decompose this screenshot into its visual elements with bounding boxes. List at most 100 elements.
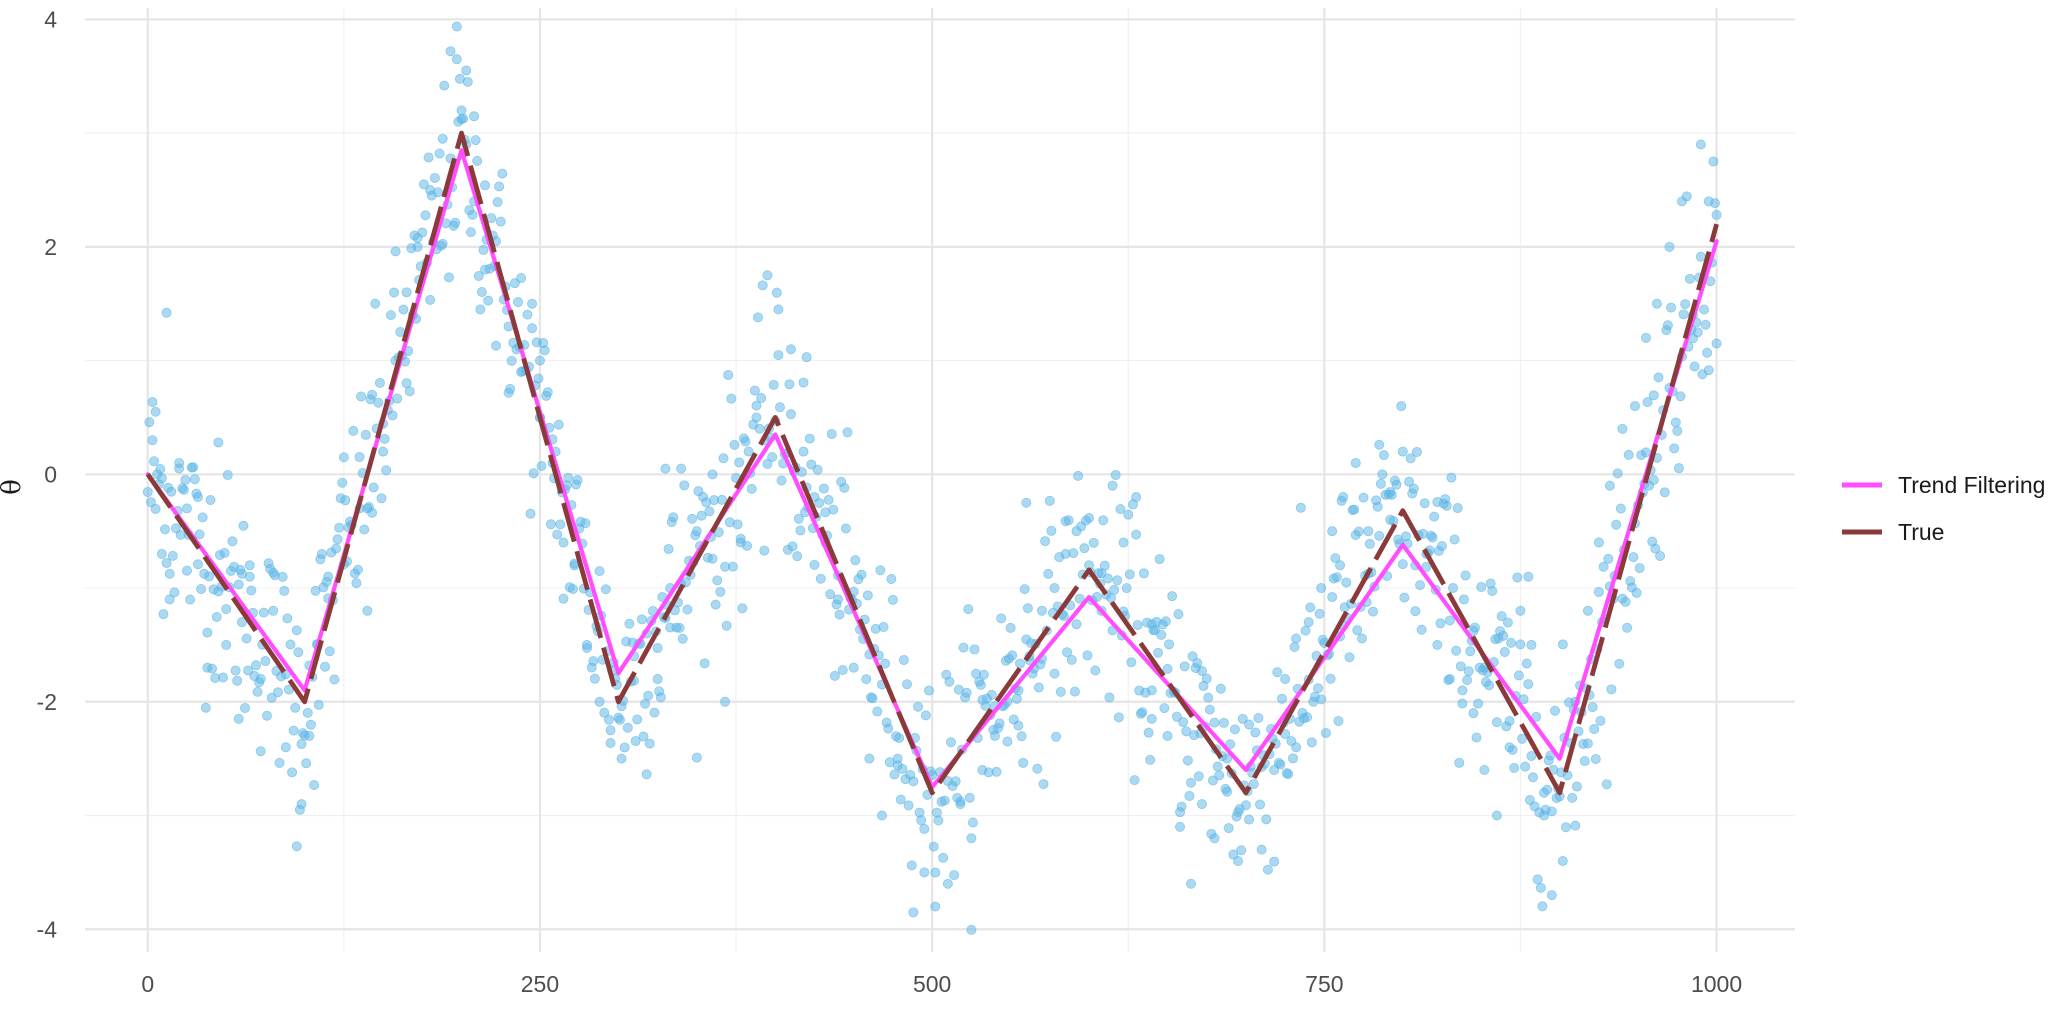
scatter-point bbox=[144, 417, 155, 428]
scatter-point bbox=[1204, 704, 1215, 715]
scatter-point bbox=[809, 559, 820, 570]
scatter-point bbox=[279, 585, 290, 596]
scatter-point bbox=[202, 662, 213, 673]
scatter-point bbox=[1546, 890, 1557, 901]
scatter-point bbox=[594, 696, 605, 707]
scatter-point bbox=[1255, 799, 1266, 810]
y-tick-label: -4 bbox=[37, 916, 58, 942]
scatter-point bbox=[676, 463, 687, 474]
scatter-point bbox=[1446, 472, 1457, 483]
scatter-point bbox=[1419, 498, 1430, 509]
scatter-point bbox=[329, 674, 340, 685]
scatter-point bbox=[1699, 304, 1710, 315]
legend: Trend Filtering True bbox=[1842, 472, 2045, 545]
scatter-point bbox=[291, 841, 302, 852]
scatter-point bbox=[804, 433, 815, 444]
scatter-point bbox=[977, 765, 988, 776]
scatter-point bbox=[381, 465, 392, 476]
scatter-point bbox=[1606, 684, 1617, 695]
scatter-point bbox=[715, 586, 726, 597]
scatter-point bbox=[785, 409, 796, 420]
scatter-point bbox=[1623, 449, 1634, 460]
scatter-point bbox=[233, 713, 244, 724]
scatter-point bbox=[1099, 560, 1110, 571]
scatter-point bbox=[1415, 580, 1426, 591]
scatter-point bbox=[1640, 447, 1651, 458]
scatter-point bbox=[461, 65, 472, 76]
scatter-point bbox=[149, 456, 160, 467]
scatter-point bbox=[491, 340, 502, 351]
scatter-point bbox=[707, 469, 718, 480]
scatter-point bbox=[883, 723, 894, 734]
scatter-point bbox=[1557, 856, 1568, 867]
scatter-point bbox=[572, 474, 583, 485]
scatter-point bbox=[969, 644, 980, 655]
scatter-point bbox=[443, 272, 454, 283]
scatter-point bbox=[1043, 568, 1054, 579]
scatter-point bbox=[975, 679, 986, 690]
scatter-point bbox=[1611, 519, 1622, 530]
scatter-point bbox=[351, 578, 362, 589]
scatter-point bbox=[252, 686, 263, 697]
scatter-point bbox=[734, 457, 745, 468]
scatter-point bbox=[1458, 594, 1469, 605]
scatter-point bbox=[1589, 724, 1600, 735]
scatter-point bbox=[374, 377, 385, 388]
scatter-point bbox=[1090, 665, 1101, 676]
scatter-point bbox=[181, 565, 192, 576]
scatter-point bbox=[1018, 757, 1029, 768]
scatter-point bbox=[222, 470, 233, 481]
scatter-point bbox=[167, 550, 178, 561]
scatter-point bbox=[469, 111, 480, 122]
scatter-point bbox=[1595, 715, 1606, 726]
scatter-point bbox=[287, 767, 298, 778]
scatter-point bbox=[880, 658, 891, 669]
scatter-point bbox=[594, 566, 605, 577]
scatter-point bbox=[467, 209, 478, 220]
scatter-point bbox=[213, 437, 224, 448]
scatter-point bbox=[506, 355, 517, 366]
scatter-point bbox=[1372, 501, 1383, 512]
scatter-point bbox=[1612, 468, 1623, 479]
scatter-point bbox=[1498, 630, 1509, 641]
scatter-point bbox=[812, 464, 823, 475]
scatter-point bbox=[961, 687, 972, 698]
scatter-point bbox=[1184, 790, 1195, 801]
scatter-point bbox=[238, 520, 249, 531]
scatter-point bbox=[1109, 584, 1120, 595]
scatter-point bbox=[1107, 480, 1118, 491]
scatter-point bbox=[1444, 674, 1455, 685]
scatter-point bbox=[1013, 720, 1024, 731]
scatter-point bbox=[1302, 712, 1313, 723]
scatter-point bbox=[1546, 806, 1557, 817]
scatter-point bbox=[1582, 605, 1593, 616]
scatter-point bbox=[512, 297, 523, 308]
scatter-point bbox=[1367, 606, 1378, 617]
scatter-point bbox=[1675, 391, 1686, 402]
scatter-point bbox=[815, 573, 826, 584]
scatter-point bbox=[721, 620, 732, 631]
scatter-point bbox=[266, 692, 277, 703]
scatter-point bbox=[166, 486, 177, 497]
scatter-point bbox=[1192, 658, 1203, 669]
scatter-point bbox=[158, 609, 169, 620]
scatter-point bbox=[1173, 609, 1184, 620]
scatter-point bbox=[1487, 585, 1498, 596]
scatter-point bbox=[1131, 529, 1142, 540]
scatter-point bbox=[1203, 692, 1214, 703]
x-tick-label: 500 bbox=[913, 971, 951, 997]
scatter-point bbox=[401, 287, 412, 298]
scatter-point bbox=[768, 379, 779, 390]
scatter-point bbox=[920, 710, 931, 721]
x-tick-label: 0 bbox=[141, 971, 154, 997]
scatter-point bbox=[632, 714, 643, 725]
scatter-point bbox=[1684, 273, 1695, 284]
scatter-point bbox=[478, 244, 489, 255]
scatter-point bbox=[1229, 724, 1240, 735]
scatter-point bbox=[1327, 591, 1338, 602]
scatter-point bbox=[1455, 661, 1466, 672]
scatter-point bbox=[1504, 716, 1515, 727]
scatter-point bbox=[1677, 196, 1688, 207]
scatter-point bbox=[1504, 742, 1515, 753]
scatter-point bbox=[1396, 401, 1407, 412]
